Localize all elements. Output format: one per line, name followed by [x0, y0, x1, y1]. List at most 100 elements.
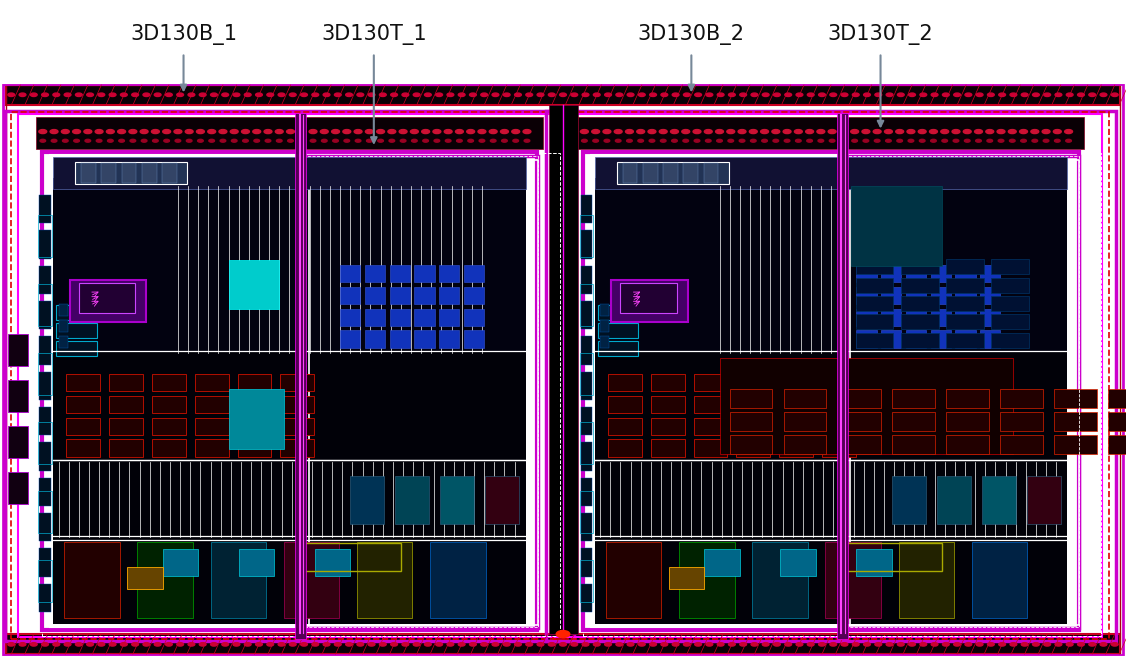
Bar [736, 440, 770, 457]
Circle shape [537, 643, 544, 646]
Circle shape [864, 643, 870, 646]
Bar [825, 542, 881, 618]
Bar [109, 374, 143, 391]
Bar [784, 413, 826, 431]
Bar [38, 560, 52, 602]
Circle shape [649, 129, 656, 133]
Bar [838, 390, 881, 408]
Bar [779, 396, 813, 413]
Bar [857, 330, 877, 348]
Bar [784, 390, 826, 408]
Circle shape [481, 93, 488, 97]
Circle shape [481, 643, 488, 646]
Circle shape [243, 139, 249, 142]
Circle shape [1078, 643, 1084, 646]
Bar [882, 265, 902, 283]
Circle shape [391, 93, 397, 97]
Bar [581, 478, 592, 506]
Bar [315, 549, 350, 576]
Bar [340, 286, 360, 304]
Circle shape [571, 93, 578, 97]
Circle shape [222, 93, 229, 97]
Circle shape [592, 129, 600, 133]
Bar [280, 396, 314, 413]
Circle shape [163, 129, 171, 133]
Circle shape [661, 93, 668, 97]
Circle shape [233, 643, 240, 646]
Circle shape [354, 129, 363, 133]
Bar [59, 320, 68, 332]
Circle shape [501, 129, 509, 133]
Bar [439, 309, 459, 326]
Circle shape [864, 93, 870, 97]
Circle shape [750, 129, 758, 133]
Bar [837, 112, 848, 639]
Circle shape [97, 139, 102, 142]
Bar [152, 396, 186, 413]
Circle shape [436, 93, 443, 97]
Bar [284, 542, 339, 618]
Circle shape [785, 139, 790, 142]
Bar [595, 177, 1067, 353]
Circle shape [151, 129, 160, 133]
Circle shape [84, 129, 92, 133]
Bar [600, 320, 609, 332]
Circle shape [95, 129, 104, 133]
Bar [66, 440, 100, 457]
Circle shape [1078, 93, 1084, 97]
Bar [580, 284, 593, 326]
Circle shape [492, 643, 499, 646]
Circle shape [1021, 93, 1028, 97]
Circle shape [751, 93, 758, 97]
Circle shape [931, 643, 938, 646]
Circle shape [886, 139, 892, 142]
Circle shape [74, 139, 79, 142]
Circle shape [276, 129, 284, 133]
Bar [581, 301, 592, 329]
Bar [39, 195, 51, 223]
Bar [546, 112, 1116, 641]
Bar [882, 309, 902, 326]
Bar [109, 440, 143, 457]
Circle shape [334, 643, 341, 646]
Bar [694, 374, 727, 391]
Circle shape [604, 139, 610, 142]
Bar [365, 265, 385, 283]
Circle shape [30, 643, 37, 646]
Bar [56, 342, 97, 356]
Circle shape [118, 129, 126, 133]
Bar [850, 160, 1080, 625]
Circle shape [556, 631, 570, 637]
Circle shape [729, 93, 735, 97]
Circle shape [1010, 139, 1016, 142]
Circle shape [266, 139, 271, 142]
Circle shape [425, 643, 431, 646]
Circle shape [852, 93, 859, 97]
Bar [238, 396, 271, 413]
Bar [730, 413, 772, 431]
Circle shape [637, 129, 645, 133]
Bar [38, 215, 52, 257]
Bar [651, 440, 685, 457]
Bar [583, 152, 1079, 630]
Bar [946, 314, 984, 329]
Bar [581, 549, 592, 577]
Bar [955, 286, 976, 304]
Circle shape [682, 129, 690, 133]
Circle shape [8, 93, 15, 97]
Circle shape [649, 139, 655, 142]
Bar [581, 513, 592, 541]
Circle shape [368, 93, 375, 97]
Bar [694, 396, 727, 413]
Circle shape [310, 129, 318, 133]
Circle shape [774, 643, 780, 646]
Circle shape [830, 139, 835, 142]
Circle shape [513, 139, 519, 142]
Bar [101, 163, 116, 183]
Bar [779, 374, 813, 391]
Bar [53, 536, 526, 624]
Circle shape [199, 643, 206, 646]
Circle shape [42, 93, 48, 97]
Circle shape [311, 139, 315, 142]
Bar [11, 112, 568, 639]
